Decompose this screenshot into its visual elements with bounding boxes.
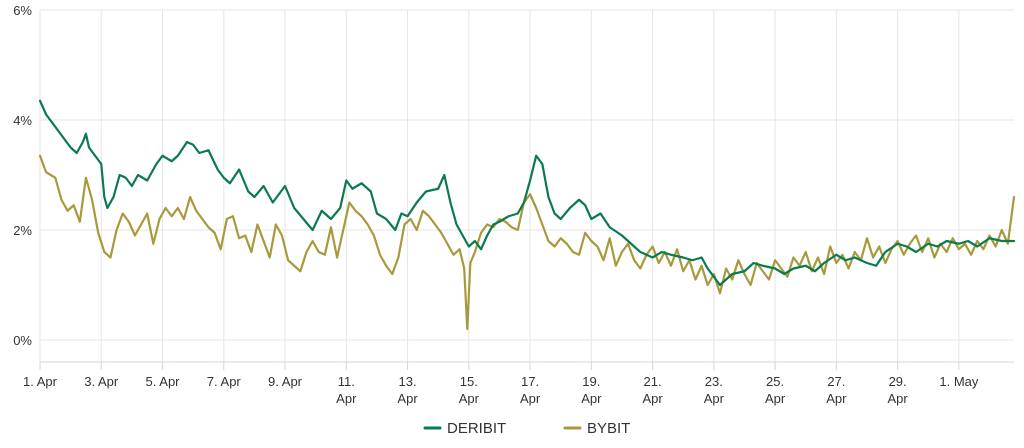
axes	[39, 361, 1014, 370]
y-tick-label: 6%	[13, 3, 32, 18]
x-tick-label: 29. Apr	[887, 374, 908, 406]
legend[interactable]: DERIBIT BYBIT	[423, 420, 630, 437]
x-tick-label: 25. Apr	[765, 374, 786, 406]
y-tick-label: 0%	[13, 333, 32, 348]
x-tick-label: 5. Apr	[146, 374, 181, 389]
x-tick-label: 27. Apr	[826, 374, 847, 406]
x-tick-label: 19. Apr	[581, 374, 602, 406]
x-tick-label: 7. Apr	[207, 374, 242, 389]
x-tick-label: 1. May	[939, 374, 979, 389]
x-tick-label: 21. Apr	[642, 374, 663, 406]
x-tick-label: 9. Apr	[268, 374, 303, 389]
grid	[39, 9, 1014, 362]
x-tick-label: 1. Apr	[23, 374, 58, 389]
y-tick-label: 4%	[13, 113, 32, 128]
x-tick-label: 15. Apr	[459, 374, 480, 406]
legend-label-bybit: BYBIT	[587, 420, 630, 437]
tick-labels: 0% 2% 4% 6% 1. Apr 3. Apr 5. Apr 7. Apr 9. Apr 11…	[13, 3, 979, 406]
legend-item-bybit[interactable]: BYBIT	[563, 420, 630, 437]
series-lines	[38, 99, 1016, 331]
legend-item-deribit[interactable]: DERIBIT	[423, 420, 506, 437]
legend-label-deribit: DERIBIT	[447, 420, 506, 437]
x-tick-label: 23. Apr	[704, 374, 725, 406]
series-line-deribit[interactable]	[38, 99, 1016, 287]
x-tick-label: 11. Apr	[336, 374, 357, 406]
x-tick-label: 3. Apr	[84, 374, 119, 389]
series-line-bybit[interactable]	[38, 154, 1016, 331]
x-tick-label: 13. Apr	[397, 374, 418, 406]
x-tick-label: 17. Apr	[520, 374, 541, 406]
y-tick-label: 2%	[13, 223, 32, 238]
